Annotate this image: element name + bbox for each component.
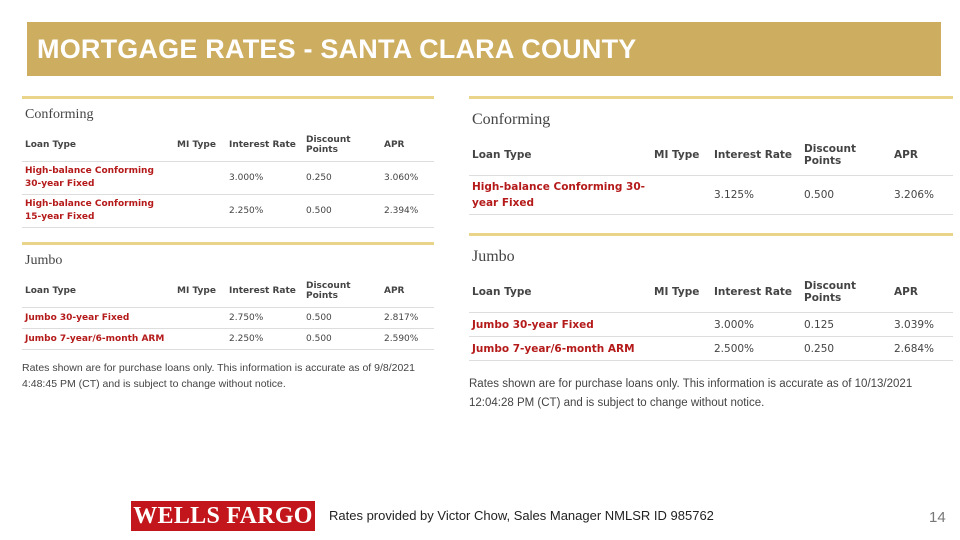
table-row: Jumbo 7-year/6-month ARM 2.250% 0.500 2.… xyxy=(22,328,434,350)
discount-points-cell: 0.500 xyxy=(303,328,381,350)
page-title: MORTGAGE RATES - SANTA CLARA COUNTY xyxy=(37,34,637,64)
discount-points-cell: 0.250 xyxy=(303,161,381,195)
table-row: High-balance Conforming 15-year Fixed 2.… xyxy=(22,194,434,228)
header-discount-points: Discount Points xyxy=(801,135,891,176)
loan-type-link[interactable]: High-balance Conforming 30-year Fixed xyxy=(22,161,174,195)
loan-type-link[interactable]: Jumbo 7-year/6-month ARM xyxy=(22,328,174,350)
mi-type-cell xyxy=(174,307,226,329)
footer-credit: Rates provided by Victor Chow, Sales Man… xyxy=(329,508,714,523)
discount-points-cell: 0.500 xyxy=(801,175,891,215)
header-discount-points: Discount Points xyxy=(303,129,381,162)
apr-cell: 2.590% xyxy=(381,328,434,350)
apr-cell: 2.817% xyxy=(381,307,434,329)
header-discount-points: Discount Points xyxy=(801,272,891,313)
jumbo-table: Loan Type MI Type Interest Rate Discount… xyxy=(22,275,434,350)
header-apr: APR xyxy=(381,129,434,162)
table-row: Jumbo 30-year Fixed 3.000% 0.125 3.039% xyxy=(469,312,953,337)
mi-type-cell xyxy=(174,328,226,350)
header-apr: APR xyxy=(891,272,953,313)
interest-rate-cell: 3.125% xyxy=(711,175,801,215)
apr-cell: 3.206% xyxy=(891,175,953,215)
table-row: High-balance Conforming 30-year Fixed 3.… xyxy=(469,175,953,215)
table-header-row: Loan Type MI Type Interest Rate Discount… xyxy=(469,272,953,313)
discount-points-cell: 0.125 xyxy=(801,312,891,337)
disclaimer-note: Rates shown are for purchase loans only.… xyxy=(22,362,415,390)
interest-rate-cell: 2.250% xyxy=(226,328,303,350)
table-row: High-balance Conforming 30-year Fixed 3.… xyxy=(22,161,434,195)
header-mi-type: MI Type xyxy=(174,275,226,308)
disclaimer-note: Rates shown are for purchase loans only.… xyxy=(469,378,913,409)
table-row: Jumbo 30-year Fixed 2.750% 0.500 2.817% xyxy=(22,307,434,329)
table-header-row: Loan Type MI Type Interest Rate Discount… xyxy=(469,135,953,176)
table-row: Jumbo 7-year/6-month ARM 2.500% 0.250 2.… xyxy=(469,336,953,361)
header-loan-type: Loan Type xyxy=(22,129,174,162)
discount-points-cell: 0.250 xyxy=(801,336,891,361)
logo-text: WELLS FARGO xyxy=(133,502,313,529)
header-interest-rate: Interest Rate xyxy=(711,135,801,176)
header-mi-type: MI Type xyxy=(651,135,711,176)
section-title-jumbo: Jumbo xyxy=(472,248,515,265)
loan-type-link[interactable]: Jumbo 30-year Fixed xyxy=(22,307,174,329)
section-title-jumbo: Jumbo xyxy=(25,253,63,268)
interest-rate-cell: 2.750% xyxy=(226,307,303,329)
loan-type-link[interactable]: High-balance Conforming 30-year Fixed xyxy=(469,175,651,215)
loan-type-link[interactable]: Jumbo 7-year/6-month ARM xyxy=(469,336,651,361)
section-title-conforming: Conforming xyxy=(472,111,551,128)
interest-rate-cell: 3.000% xyxy=(226,161,303,195)
header-apr: APR xyxy=(891,135,953,176)
apr-cell: 2.394% xyxy=(381,194,434,228)
discount-points-cell: 0.500 xyxy=(303,194,381,228)
table-header-row: Loan Type MI Type Interest Rate Discount… xyxy=(22,275,434,308)
header-interest-rate: Interest Rate xyxy=(226,129,303,162)
header-interest-rate: Interest Rate xyxy=(226,275,303,308)
page-number: 14 xyxy=(929,509,946,526)
header-loan-type: Loan Type xyxy=(469,272,651,313)
apr-cell: 2.684% xyxy=(891,336,953,361)
header-loan-type: Loan Type xyxy=(22,275,174,308)
interest-rate-cell: 2.500% xyxy=(711,336,801,361)
section-divider xyxy=(469,96,953,99)
header-mi-type: MI Type xyxy=(174,129,226,162)
header-apr: APR xyxy=(381,275,434,308)
conforming-table: Loan Type MI Type Interest Rate Discount… xyxy=(22,129,434,228)
section-divider xyxy=(22,242,434,245)
wells-fargo-logo: WELLS FARGO xyxy=(131,501,315,531)
rates-panel-right: Conforming Loan Type MI Type Interest Ra… xyxy=(469,96,953,413)
loan-type-link[interactable]: Jumbo 30-year Fixed xyxy=(469,312,651,337)
interest-rate-cell: 2.250% xyxy=(226,194,303,228)
mi-type-cell xyxy=(651,336,711,361)
loan-type-link[interactable]: High-balance Conforming 15-year Fixed xyxy=(22,194,174,228)
title-banner: MORTGAGE RATES - SANTA CLARA COUNTY xyxy=(27,22,941,76)
apr-cell: 3.060% xyxy=(381,161,434,195)
section-title-conforming: Conforming xyxy=(25,107,94,122)
interest-rate-cell: 3.000% xyxy=(711,312,801,337)
section-divider xyxy=(469,233,953,236)
section-divider xyxy=(22,96,434,99)
mi-type-cell xyxy=(174,194,226,228)
conforming-table: Loan Type MI Type Interest Rate Discount… xyxy=(469,135,953,215)
mi-type-cell xyxy=(174,161,226,195)
header-interest-rate: Interest Rate xyxy=(711,272,801,313)
jumbo-table: Loan Type MI Type Interest Rate Discount… xyxy=(469,272,953,361)
mi-type-cell xyxy=(651,175,711,215)
header-loan-type: Loan Type xyxy=(469,135,651,176)
discount-points-cell: 0.500 xyxy=(303,307,381,329)
rates-panel-left: Conforming Loan Type MI Type Interest Ra… xyxy=(22,96,434,392)
header-mi-type: MI Type xyxy=(651,272,711,313)
apr-cell: 3.039% xyxy=(891,312,953,337)
table-header-row: Loan Type MI Type Interest Rate Discount… xyxy=(22,129,434,162)
header-discount-points: Discount Points xyxy=(303,275,381,308)
mi-type-cell xyxy=(651,312,711,337)
